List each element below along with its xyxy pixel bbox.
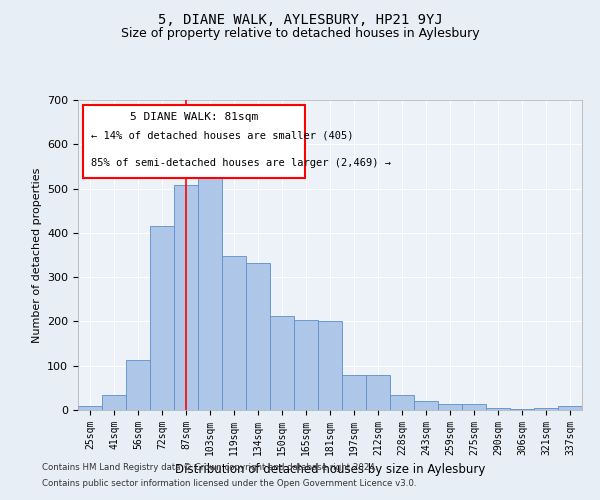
Bar bbox=[102, 394, 126, 410]
Bar bbox=[558, 406, 582, 410]
Text: 5 DIANE WALK: 81sqm: 5 DIANE WALK: 81sqm bbox=[130, 112, 258, 122]
Bar bbox=[414, 401, 438, 410]
Bar bbox=[438, 404, 462, 410]
Bar bbox=[510, 409, 534, 410]
Bar bbox=[78, 406, 102, 410]
Bar bbox=[150, 226, 174, 410]
Bar bbox=[486, 408, 510, 410]
Bar bbox=[126, 360, 150, 410]
Y-axis label: Number of detached properties: Number of detached properties bbox=[32, 168, 41, 342]
Bar bbox=[534, 408, 558, 410]
Bar bbox=[246, 262, 270, 410]
X-axis label: Distribution of detached houses by size in Aylesbury: Distribution of detached houses by size … bbox=[175, 464, 485, 476]
Text: Size of property relative to detached houses in Aylesbury: Size of property relative to detached ho… bbox=[121, 28, 479, 40]
Text: 5, DIANE WALK, AYLESBURY, HP21 9YJ: 5, DIANE WALK, AYLESBURY, HP21 9YJ bbox=[158, 12, 442, 26]
Bar bbox=[222, 256, 246, 410]
Bar bbox=[174, 185, 198, 410]
Bar bbox=[318, 322, 342, 410]
Bar bbox=[342, 374, 366, 410]
Text: 85% of semi-detached houses are larger (2,469) →: 85% of semi-detached houses are larger (… bbox=[91, 158, 391, 168]
Bar bbox=[366, 374, 390, 410]
Text: Contains HM Land Registry data © Crown copyright and database right 2024.: Contains HM Land Registry data © Crown c… bbox=[42, 464, 377, 472]
FancyBboxPatch shape bbox=[83, 104, 305, 178]
Bar bbox=[390, 394, 414, 410]
Bar bbox=[198, 154, 222, 410]
Text: ← 14% of detached houses are smaller (405): ← 14% of detached houses are smaller (40… bbox=[91, 130, 353, 140]
Text: Contains public sector information licensed under the Open Government Licence v3: Contains public sector information licen… bbox=[42, 478, 416, 488]
Bar bbox=[294, 320, 318, 410]
Bar bbox=[270, 316, 294, 410]
Bar bbox=[462, 404, 486, 410]
